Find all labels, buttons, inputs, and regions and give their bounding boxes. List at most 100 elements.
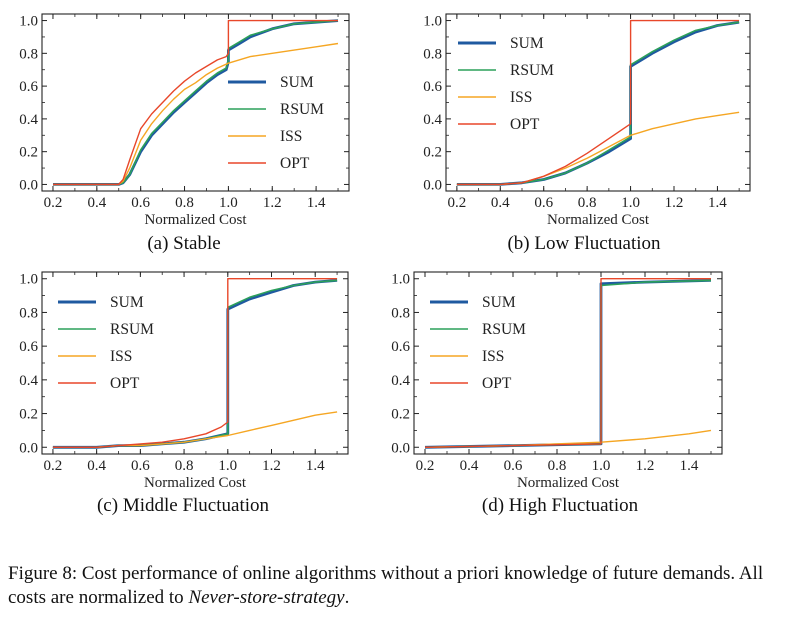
caption-text-after: . (344, 587, 350, 608)
chart-panel-1: 0.2 0.4 0.6 0.8 1.0 1.2 1.40.00.20.40.60.81.0N… (19, 13, 350, 254)
legend-label-iss: ISS (510, 89, 532, 106)
x-tick-label: 1.0 (592, 458, 611, 474)
legend-label-iss: ISS (280, 128, 302, 145)
x-tick-label: 0.4 (87, 458, 106, 474)
legend-label-opt: OPT (280, 155, 310, 172)
y-tick-label: 0.4 (19, 373, 38, 389)
x-tick-label: 1.4 (680, 458, 699, 474)
legend-label-rsum: RSUM (510, 62, 554, 79)
x-tick-label: 0.6 (504, 458, 523, 474)
y-tick-label: 1.0 (19, 272, 38, 288)
legend-label-rsum: RSUM (280, 101, 324, 118)
x-tick-label: 0.8 (548, 458, 567, 474)
series-line-sum (456, 20, 740, 186)
panel-subcaption: (c) Middle Fluctuation (97, 495, 270, 516)
x-tick-label: 0.2 (416, 458, 435, 474)
x-axis-label: Normalized Cost (547, 212, 650, 228)
x-tick-label: 0.4 (491, 195, 510, 211)
x-tick-label: 1.4 (306, 458, 325, 474)
x-tick-label: 1.2 (636, 458, 655, 474)
x-tick-label: 1.0 (218, 458, 237, 474)
x-tick-label: 1.0 (621, 195, 640, 211)
figure-caption: Figure 8: Cost performance of online alg… (8, 562, 788, 610)
x-tick-label: 0.4 (460, 458, 479, 474)
y-tick-label: 0.8 (423, 46, 442, 62)
y-tick-label: 0.0 (423, 177, 442, 193)
legend-label-iss: ISS (482, 348, 504, 365)
series-line-opt (424, 278, 711, 448)
series-line-iss (52, 411, 338, 448)
series-line-sum (52, 279, 338, 449)
x-tick-label: 0.2 (447, 195, 466, 211)
series-line-iss (456, 111, 740, 186)
y-tick-label: 0.0 (19, 440, 38, 456)
x-tick-label: 0.6 (131, 195, 150, 211)
x-tick-label: 1.0 (219, 195, 238, 211)
chart-panel-4: 0.2 0.4 0.6 0.8 1.0 1.2 1.40.00.20.40.60.81.0N… (391, 271, 723, 516)
x-tick-label: 1.2 (665, 195, 684, 211)
x-axis-label: Normalized Cost (144, 212, 247, 228)
x-tick-label: 1.2 (263, 195, 282, 211)
y-tick-label: 0.2 (391, 407, 410, 423)
legend-label-iss: ISS (110, 348, 132, 365)
x-tick-label: 0.2 (44, 458, 63, 474)
legend-label-rsum: RSUM (482, 321, 526, 338)
series-line-opt (456, 19, 740, 186)
y-tick-label: 1.0 (19, 14, 38, 30)
series-line-rsum (424, 279, 712, 449)
panel-subcaption: (a) Stable (147, 233, 220, 254)
chart-panel-3: 0.2 0.4 0.6 0.8 1.0 1.2 1.40.00.20.40.60.81.0N… (19, 271, 349, 516)
x-tick-label: 0.4 (87, 195, 106, 211)
y-tick-label: 1.0 (391, 272, 410, 288)
series-line-opt (53, 19, 338, 186)
x-tick-label: 0.8 (578, 195, 597, 211)
legend-label-sum: SUM (482, 294, 516, 311)
chart-panel-2: 0.2 0.4 0.6 0.8 1.0 1.2 1.40.00.20.40.60.81.0N… (423, 13, 751, 254)
panel-subcaption: (d) High Fluctuation (482, 495, 639, 516)
x-tick-label: 1.2 (262, 458, 281, 474)
legend-label-sum: SUM (510, 35, 544, 52)
legend-label-opt: OPT (482, 375, 512, 392)
series-line-iss (53, 42, 339, 186)
x-tick-label: 0.6 (534, 195, 553, 211)
x-tick-label: 1.4 (307, 195, 326, 211)
y-tick-label: 0.4 (19, 112, 38, 128)
x-axis-label: Normalized Cost (517, 475, 620, 491)
plot-frame (413, 271, 723, 455)
series-line-sum (424, 279, 712, 449)
legend-label-opt: OPT (110, 375, 140, 392)
y-tick-label: 0.6 (19, 79, 38, 95)
panel-subcaption: (b) Low Fluctuation (507, 233, 661, 254)
y-tick-label: 0.4 (391, 373, 410, 389)
x-tick-label: 1.4 (708, 195, 727, 211)
y-tick-label: 0.0 (19, 177, 38, 193)
y-tick-label: 0.2 (423, 145, 442, 161)
series-line-opt (52, 278, 338, 448)
legend-label-opt: OPT (510, 116, 540, 133)
caption-text-before: Figure 8: Cost performance of online alg… (8, 563, 764, 608)
y-tick-label: 0.4 (423, 112, 442, 128)
y-tick-label: 0.6 (391, 339, 410, 355)
y-tick-label: 0.0 (391, 440, 410, 456)
x-tick-label: 0.8 (175, 458, 194, 474)
series-line-rsum (53, 19, 339, 186)
y-tick-label: 0.8 (391, 305, 410, 321)
y-tick-label: 0.6 (423, 79, 442, 95)
legend-label-rsum: RSUM (110, 321, 154, 338)
x-tick-label: 0.6 (131, 458, 150, 474)
y-tick-label: 0.2 (19, 407, 38, 423)
plot-frame (445, 13, 751, 192)
series-line-rsum (456, 21, 740, 186)
y-tick-label: 0.8 (19, 305, 38, 321)
y-tick-label: 0.8 (19, 46, 38, 62)
x-tick-label: 0.2 (44, 195, 63, 211)
y-tick-label: 0.6 (19, 339, 38, 355)
legend-label-sum: SUM (280, 74, 314, 91)
y-tick-label: 1.0 (423, 14, 442, 30)
series-line-rsum (52, 279, 338, 449)
x-axis-label: Normalized Cost (144, 475, 247, 491)
plot-frame (41, 271, 349, 455)
legend-label-sum: SUM (110, 294, 144, 311)
figure-grid: 0.2 0.4 0.6 0.8 1.0 1.2 1.40.00.20.40.60.81.0N… (19, 13, 751, 516)
caption-emphasis: Never-store-strategy (188, 587, 345, 608)
